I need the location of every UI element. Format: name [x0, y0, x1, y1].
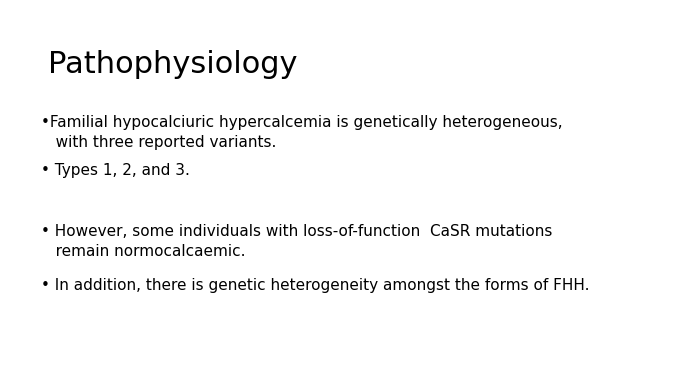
Text: • However, some individuals with loss-of-function  CaSR mutations
   remain norm: • However, some individuals with loss-of… [41, 224, 552, 259]
Text: • Types 1, 2, and 3.: • Types 1, 2, and 3. [41, 163, 190, 178]
Text: • In addition, there is genetic heterogeneity amongst the forms of FHH.: • In addition, there is genetic heteroge… [41, 278, 590, 293]
Text: Pathophysiology: Pathophysiology [48, 50, 297, 79]
Text: •Familial hypocalciuric hypercalcemia is genetically heterogeneous,
   with thre: •Familial hypocalciuric hypercalcemia is… [41, 115, 562, 150]
